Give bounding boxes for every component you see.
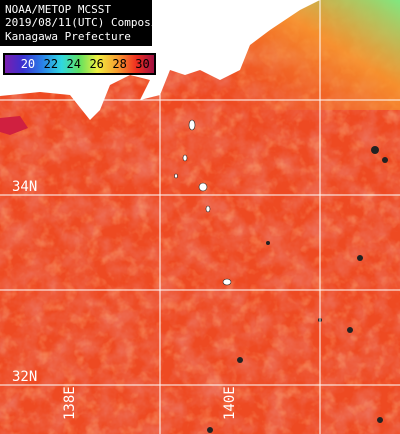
islands bbox=[174, 119, 232, 286]
warm-patch bbox=[0, 116, 28, 135]
header-box bbox=[0, 0, 152, 46]
header-line: NOAA/METOP MCSST bbox=[5, 3, 111, 16]
colorbar-ticks: 20 22 24 26 28 30 bbox=[21, 57, 150, 71]
colorbar-tick-label: 26 bbox=[89, 57, 103, 71]
colorbar-tick-label: 28 bbox=[112, 57, 126, 71]
header-line: 2019/08/11(UTC) Composite bbox=[5, 16, 171, 29]
header: NOAA/METOP MCSST 2019/08/11(UTC) Composi… bbox=[5, 3, 171, 43]
colorbar-tick-label: 30 bbox=[135, 57, 149, 71]
grid-labels: 34N 32N 138E 140E bbox=[12, 179, 238, 420]
longitude-label: 140E bbox=[222, 386, 238, 420]
colorbar-tick-label: 22 bbox=[44, 57, 58, 71]
latitude-label: 32N bbox=[12, 369, 37, 385]
latitude-label: 34N bbox=[12, 179, 37, 195]
colorbar-tick-label: 24 bbox=[67, 57, 81, 71]
longitude-label: 138E bbox=[62, 386, 78, 420]
header-line: Kanagawa Prefecture bbox=[5, 30, 131, 43]
colorbar bbox=[5, 55, 154, 73]
cloud-gaps bbox=[207, 146, 388, 433]
colorbar-tick-label: 20 bbox=[21, 57, 35, 71]
